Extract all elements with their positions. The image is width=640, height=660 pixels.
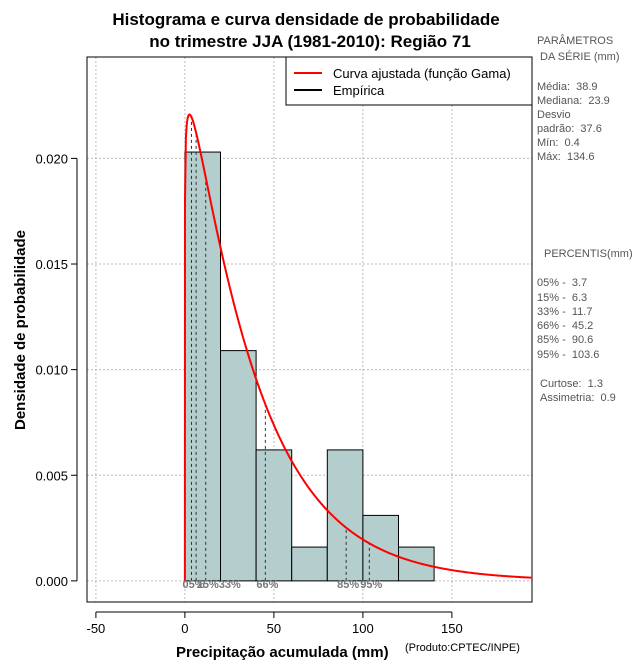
x-tick-label: 100 xyxy=(352,621,374,636)
gamma-curve xyxy=(183,113,532,581)
y-tick-label: 0.005 xyxy=(35,468,68,483)
percentil-66: 66% - 45.2 xyxy=(537,320,593,332)
percentile-label: 05% xyxy=(182,579,204,591)
percentile-label: 15%33% xyxy=(197,579,241,591)
histogram-bar xyxy=(184,151,221,582)
stat-assimetria: Assimetria: 0.9 xyxy=(540,392,616,404)
param-padrao: padrão: 37.6 xyxy=(537,123,602,135)
histogram-bar xyxy=(362,514,399,582)
param-desvio: Desvio xyxy=(537,109,571,121)
x-axis: -50 0 50 100 150 xyxy=(87,611,463,636)
percentile-label: 66% xyxy=(256,579,278,591)
param-min: Mín: 0.4 xyxy=(537,137,580,149)
y-axis-title: Densidade de probabilidade xyxy=(12,230,29,430)
histogram-bar xyxy=(398,546,435,582)
parameters-title-1: PARÂMETROS xyxy=(537,34,613,47)
x-axis-title: Precipitação acumulada (mm) xyxy=(176,644,389,660)
percentile-label: 95% xyxy=(360,579,382,591)
x-tick-label: -50 xyxy=(87,621,106,636)
credit-text: (Produto:CPTEC/INPE) xyxy=(405,642,520,654)
legend: Curva ajustada (função Gama) Empírica xyxy=(285,56,533,106)
percentil-15: 15% - 6.3 xyxy=(537,292,587,304)
side-panel: PARÂMETROS DA SÉRIE (mm) Média: 38.9 Med… xyxy=(537,34,633,404)
x-tick-label: 0 xyxy=(181,621,188,636)
legend-label-empirical: Empírica xyxy=(333,83,385,98)
chart-title-line-2: no trimestre JJA (1981-2010): Região 71 xyxy=(149,32,471,51)
parameters-title-2: DA SÉRIE (mm) xyxy=(537,50,620,63)
grid xyxy=(87,57,532,602)
param-max: Máx: 134.6 xyxy=(537,151,594,163)
percentile-labels: 05%15%33% 66% 85% 95% xyxy=(182,579,382,591)
chart-title-line-1: Histograma e curva densidade de probabil… xyxy=(112,10,499,29)
percentile-lines xyxy=(190,117,370,581)
y-tick-label: 0.010 xyxy=(35,363,68,378)
y-axis: 0.000 0.005 0.010 0.015 0.020 xyxy=(35,151,78,589)
percentil-95: 95% - 103.6 xyxy=(537,349,599,361)
plot-frame xyxy=(86,56,533,603)
percentil-05: 05% - 3.7 xyxy=(537,277,587,289)
param-media: Média: 38.9 xyxy=(537,81,598,93)
percentile-label: 85% xyxy=(337,579,359,591)
percentil-33: 33% - 11.7 xyxy=(537,306,592,318)
y-tick-label: 0.000 xyxy=(35,574,68,589)
histogram-bar xyxy=(220,350,257,582)
stat-curtose: Curtose: 1.3 xyxy=(540,378,603,390)
y-tick-label: 0.020 xyxy=(35,151,68,166)
histogram-bars xyxy=(184,151,435,582)
histogram-bar xyxy=(255,449,293,582)
legend-label-fit: Curva ajustada (função Gama) xyxy=(333,66,511,81)
gamma-curve-line xyxy=(183,113,532,581)
legend-box xyxy=(285,56,533,106)
histogram-bar xyxy=(291,546,328,582)
percentis-title: PERCENTIS(mm) xyxy=(544,248,633,260)
x-tick-label: 150 xyxy=(441,621,463,636)
percentil-85: 85% - 90.6 xyxy=(537,334,593,346)
x-tick-label: 50 xyxy=(267,621,281,636)
param-mediana: Mediana: 23.9 xyxy=(537,95,610,107)
y-tick-label: 0.015 xyxy=(35,257,68,272)
